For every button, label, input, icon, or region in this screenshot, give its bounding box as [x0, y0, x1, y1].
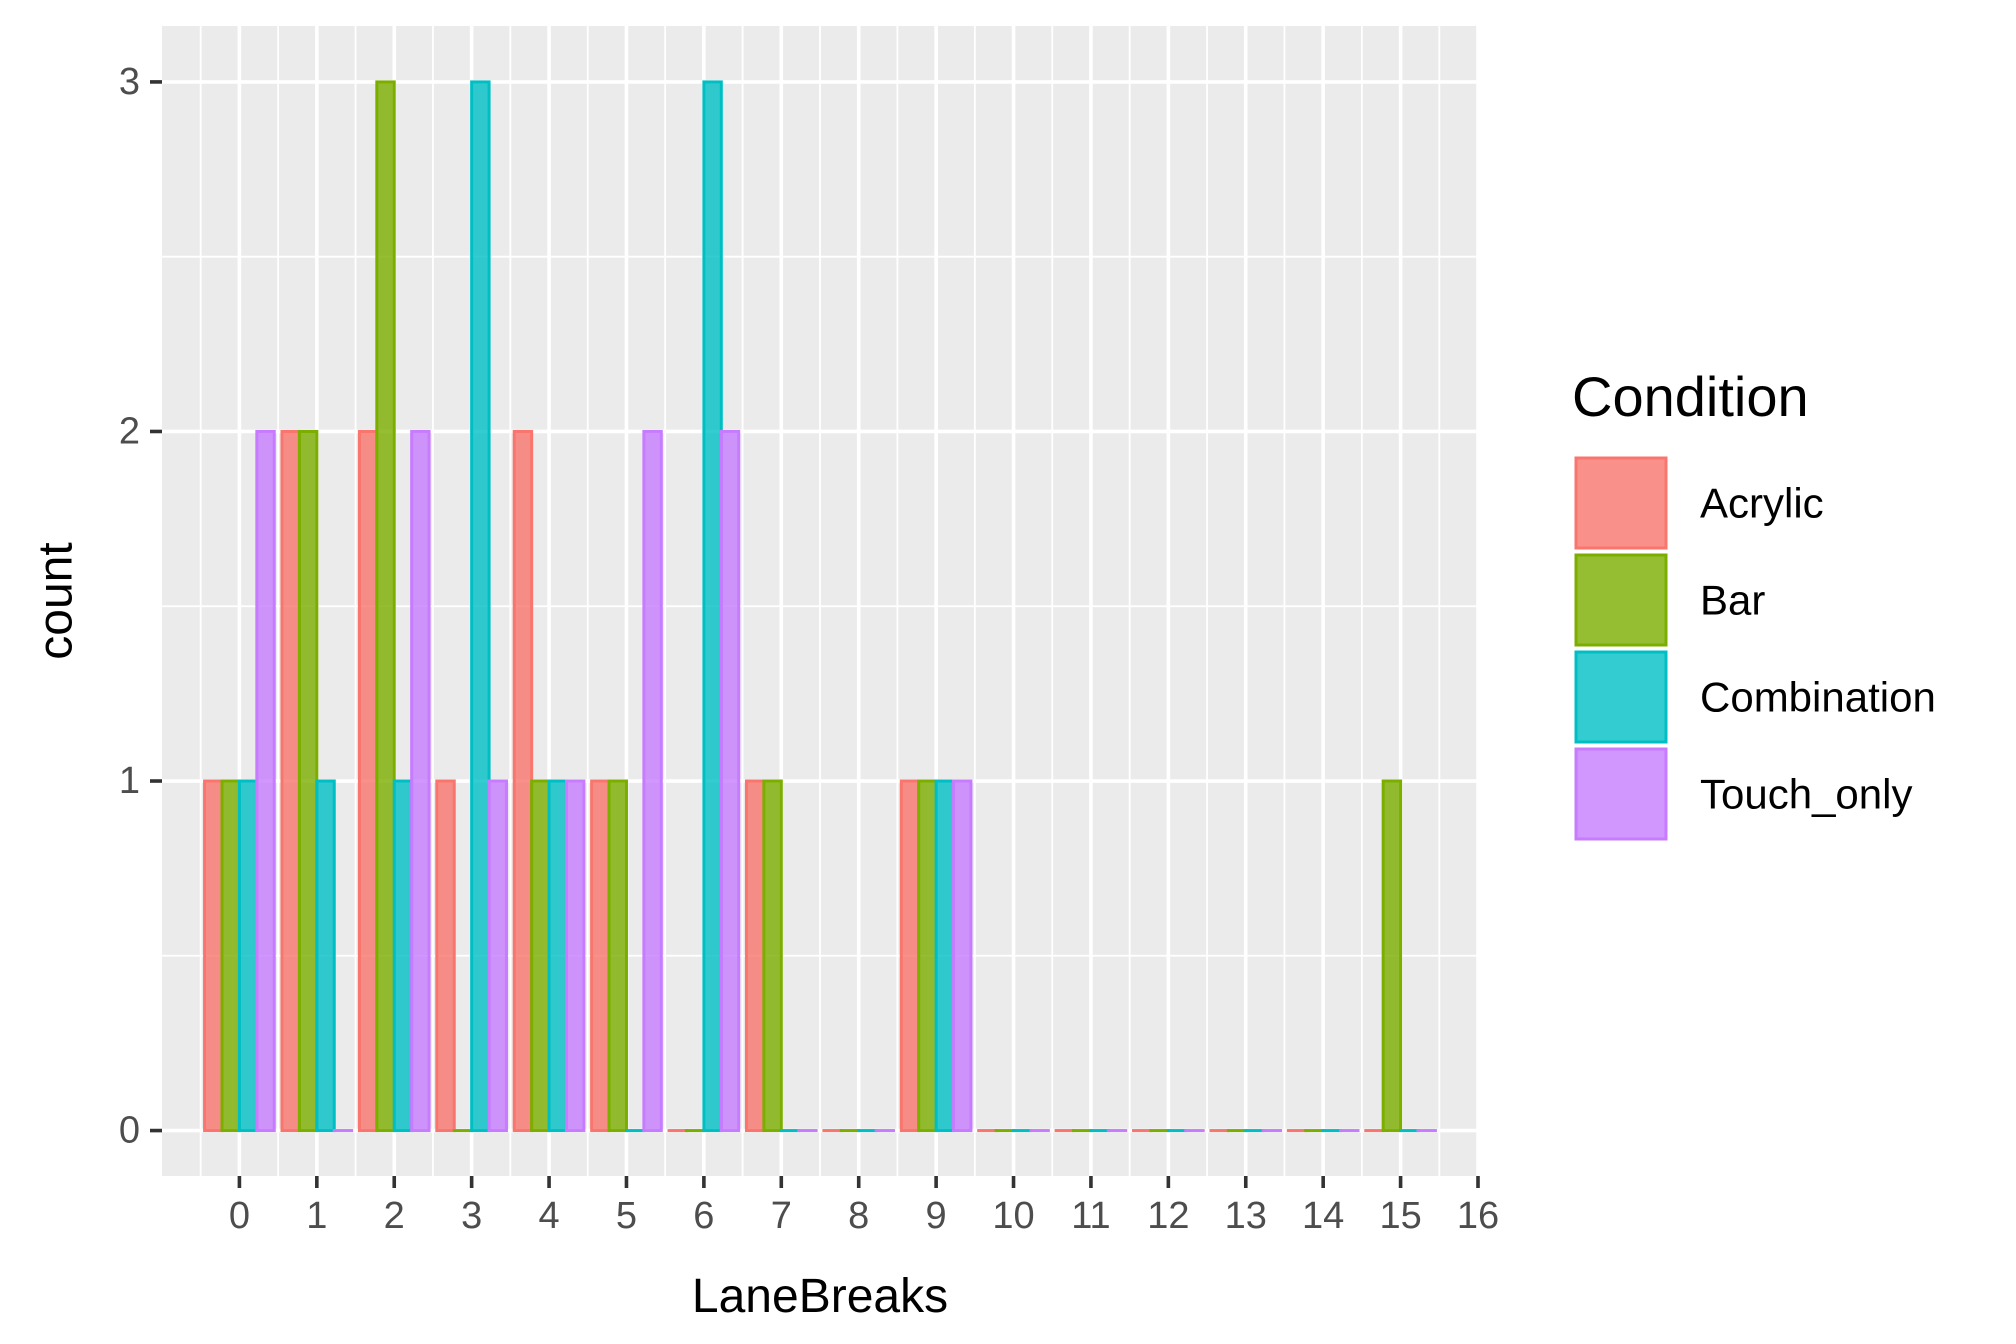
bar-acrylic-7	[744, 779, 766, 1133]
bar-acrylic-4	[512, 429, 534, 1133]
legend-key-acrylic	[1574, 456, 1668, 550]
bar-touch_only-0	[255, 429, 276, 1133]
legend-label-touch_only: Touch_only	[1700, 771, 1912, 818]
bar-touch_only-3	[487, 779, 508, 1133]
bar-combination-6	[702, 80, 723, 1133]
x-tick-label: 16	[1457, 1195, 1499, 1237]
y-axis: 0 1 2 3	[119, 61, 162, 1152]
x-axis-title: LaneBreaks	[692, 1270, 948, 1323]
bar-bar-1	[297, 429, 319, 1133]
x-tick-label: 9	[926, 1195, 947, 1237]
x-tick-label: 5	[616, 1195, 637, 1237]
bar-acrylic-9	[899, 779, 921, 1133]
x-tick-label: 11	[1071, 1195, 1110, 1237]
legend-key-touch_only	[1574, 747, 1668, 841]
bar-bar-5	[607, 779, 628, 1133]
bar-bar-9	[917, 779, 938, 1133]
bar-touch_only-5	[642, 429, 663, 1133]
legend-items: Acrylic Bar Combination Touch_only	[1574, 456, 1936, 841]
y-tick-label: 1	[119, 760, 140, 802]
x-axis: 0 1 2 3 4 5 6 7 8 9 10 11 12 13 14 15 16	[229, 1176, 1499, 1237]
bar-acrylic-1	[280, 429, 301, 1133]
bar-combination-2	[392, 779, 414, 1133]
x-tick-label: 13	[1225, 1195, 1267, 1237]
x-tick-label: 3	[461, 1195, 482, 1237]
x-tick-label: 2	[384, 1195, 405, 1237]
y-axis-title: count	[30, 542, 83, 659]
legend-label-bar: Bar	[1700, 577, 1765, 624]
x-tick-label: 8	[848, 1195, 869, 1237]
bar-bar-2	[375, 80, 396, 1133]
bar-acrylic-3	[435, 779, 456, 1133]
bar-acrylic-2	[357, 429, 379, 1133]
x-tick-label: 1	[306, 1195, 327, 1237]
bar-acrylic-5	[590, 779, 611, 1133]
legend-title: Condition	[1572, 365, 1809, 428]
x-tick-label: 4	[538, 1195, 559, 1237]
x-tick-label: 14	[1302, 1195, 1344, 1237]
x-tick-label: 0	[229, 1195, 250, 1237]
bar-touch_only-9	[952, 779, 973, 1133]
legend-label-combination: Combination	[1700, 674, 1936, 721]
y-tick-label: 3	[119, 61, 140, 103]
bar-combination-0	[237, 779, 259, 1133]
bar-touch_only-2	[410, 429, 431, 1133]
bar-touch_only-6	[719, 429, 741, 1133]
bar-combination-1	[315, 779, 336, 1133]
bar-bar-4	[530, 779, 551, 1133]
bar-bar-7	[762, 779, 783, 1133]
x-tick-label: 7	[771, 1195, 792, 1237]
x-tick-label: 10	[992, 1195, 1034, 1237]
legend-key-bar	[1574, 553, 1668, 647]
x-tick-label: 6	[693, 1195, 714, 1237]
bar-combination-4	[547, 779, 568, 1133]
bars	[203, 80, 1437, 1133]
bar-combination-3	[470, 80, 491, 1133]
bar-touch_only-4	[564, 779, 586, 1133]
x-tick-label: 12	[1147, 1195, 1189, 1237]
bar-combination-9	[934, 779, 956, 1133]
legend-key-combination	[1574, 650, 1668, 744]
y-tick-label: 0	[119, 1110, 140, 1152]
bar-acrylic-0	[203, 779, 224, 1133]
y-tick-label: 2	[119, 410, 140, 452]
legend-label-acrylic: Acrylic	[1700, 480, 1824, 527]
bar-bar-0	[220, 779, 241, 1133]
legend: Condition Acrylic Bar Combination Touch_onl…	[1572, 365, 1936, 841]
x-tick-label: 15	[1379, 1195, 1421, 1237]
bar-bar-15	[1381, 779, 1403, 1133]
